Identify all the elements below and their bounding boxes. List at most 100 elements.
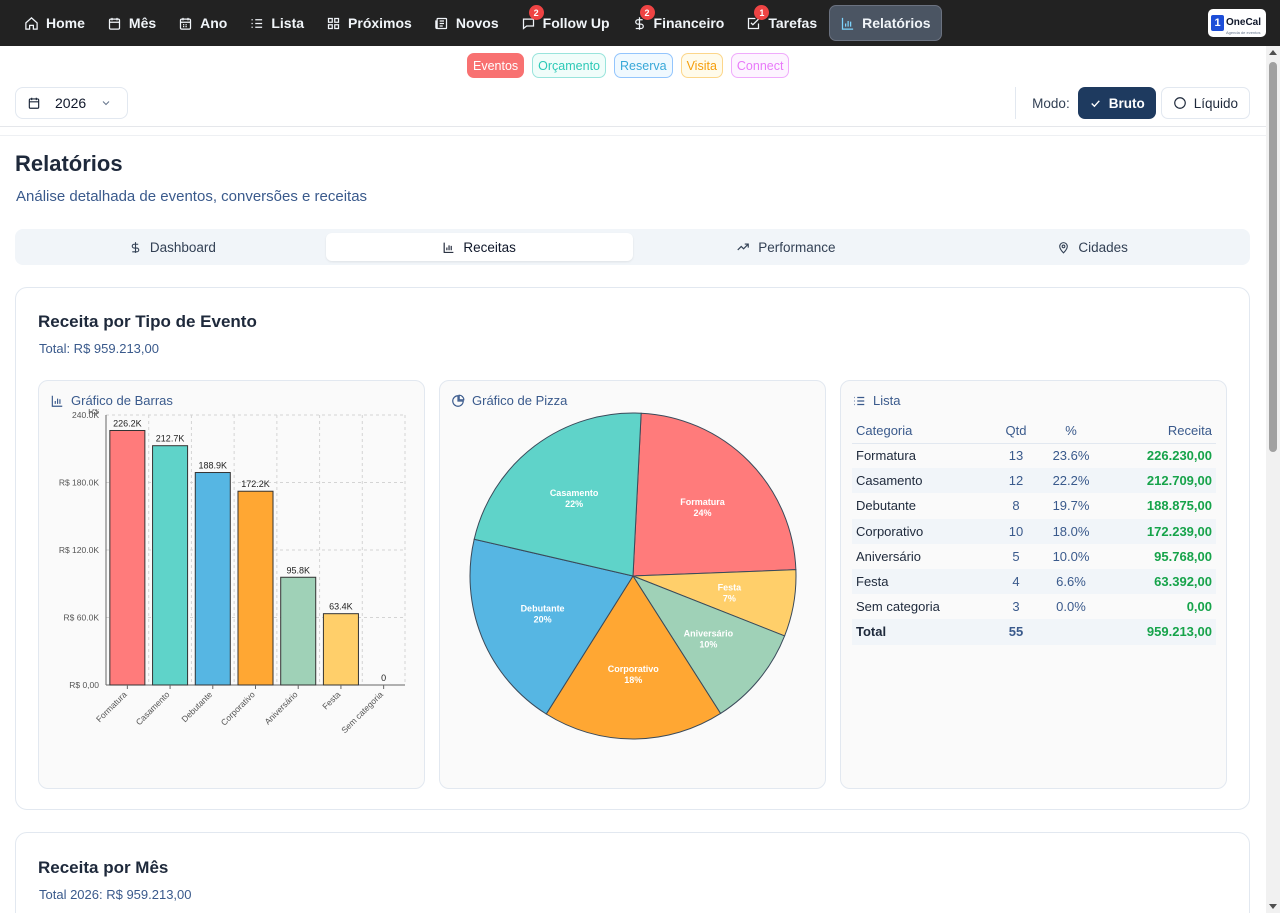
vertical-scrollbar[interactable] bbox=[1266, 46, 1280, 913]
table-total-row: Total 55 959.213,00 bbox=[852, 619, 1216, 645]
column-header: Qtd bbox=[988, 419, 1044, 444]
scroll-thumb[interactable] bbox=[1269, 62, 1277, 452]
column-header: Categoria bbox=[852, 419, 988, 444]
nav-label: Ano bbox=[200, 15, 228, 31]
card-title: Receita por Mês bbox=[38, 858, 169, 877]
pie-slice-label: Debutante bbox=[521, 603, 565, 613]
modo-option-label: Bruto bbox=[1108, 95, 1145, 111]
nav-proximos[interactable]: Próximos bbox=[316, 5, 422, 41]
nav-tarefas[interactable]: 1 Tarefas bbox=[736, 5, 827, 41]
scroll-up-arrow[interactable] bbox=[1269, 50, 1277, 55]
x-tick-label: Festa bbox=[320, 689, 342, 711]
tab-performance[interactable]: Performance bbox=[633, 233, 940, 261]
divider bbox=[0, 126, 1266, 127]
logo-text-block: OneCal Agenda de eventos bbox=[1226, 12, 1261, 35]
nav-novos[interactable]: Novos bbox=[424, 5, 509, 41]
bar bbox=[280, 576, 317, 686]
cell-receita: 63.392,00 bbox=[1098, 568, 1216, 595]
circle-icon bbox=[1173, 97, 1186, 109]
nav-mes[interactable]: Mês bbox=[97, 5, 166, 41]
tab-cidades[interactable]: Cidades bbox=[939, 233, 1246, 261]
notification-badge: 2 bbox=[639, 5, 655, 20]
scroll-down-arrow[interactable] bbox=[1269, 904, 1277, 909]
calendar-icon bbox=[108, 17, 121, 30]
cell-percent: 0.0% bbox=[1056, 599, 1086, 615]
year-select[interactable]: 2026 bbox=[15, 87, 128, 119]
x-tick-label: Debutante bbox=[179, 689, 214, 724]
table-row: Sem categoria 3 0.0% 0,00 bbox=[852, 594, 1216, 619]
nav-ano[interactable]: Ano bbox=[168, 5, 237, 41]
chip-eventos[interactable]: Eventos bbox=[467, 53, 525, 78]
cell-receita: 172.239,00 bbox=[1098, 518, 1216, 544]
pie-slice bbox=[545, 575, 722, 740]
page-title: Relatórios bbox=[15, 151, 123, 176]
nav-label: Tarefas bbox=[768, 15, 818, 31]
cell-percent: 23.6% bbox=[1052, 448, 1090, 464]
cell-qtd: 3 bbox=[1012, 599, 1020, 615]
pie-slice-percent: 18% bbox=[624, 675, 642, 685]
nav-label: Home bbox=[46, 15, 85, 31]
panel-title: Gráfico de Pizza bbox=[472, 393, 568, 408]
bar-value-label: 226.2K bbox=[113, 418, 142, 428]
pie-slice bbox=[469, 538, 634, 715]
revenue-by-month-card: Receita por Mês Total 2026: R$ 959.213,0… bbox=[15, 832, 1250, 913]
nav-label: Follow Up bbox=[542, 15, 610, 31]
chip-reserva[interactable]: Reserva bbox=[614, 53, 673, 78]
table-row: Formatura 13 23.6% 226.230,00 bbox=[852, 443, 1216, 468]
cell-percent: 22.2% bbox=[1044, 468, 1098, 494]
tab-receitas[interactable]: Receitas bbox=[325, 233, 633, 261]
chip-orcamento[interactable]: Orçamento bbox=[532, 53, 607, 78]
x-tick-label: Corporativo bbox=[219, 689, 257, 727]
cell-total-receita: 959.213,00 bbox=[1098, 619, 1216, 645]
tab-dashboard[interactable]: Dashboard bbox=[19, 233, 326, 261]
logo-name: OneCal bbox=[1226, 16, 1262, 28]
modo-bruto-button[interactable]: Bruto bbox=[1077, 87, 1156, 119]
y-tick-prefix: R$ bbox=[88, 409, 99, 416]
modo-toggle: Modo: Bruto Líquido bbox=[1015, 87, 1250, 119]
cell-receita: 188.875,00 bbox=[1146, 498, 1212, 514]
table-row: Corporativo 10 18.0% 172.239,00 bbox=[852, 518, 1216, 544]
status-filter-chips: Eventos Orçamento Reserva Visita Connect bbox=[467, 53, 790, 78]
modo-liquido-button[interactable]: Líquido bbox=[1160, 87, 1250, 119]
logo-mark: 1 bbox=[1211, 15, 1224, 31]
nav-follow-up[interactable]: 2 Follow Up bbox=[511, 5, 620, 41]
y-tick-label: R$ 180.0K bbox=[59, 478, 99, 488]
cell-categoria: Sem categoria bbox=[856, 599, 940, 615]
top-navbar: Home Mês Ano Lista Próximos Novos 2 Foll… bbox=[0, 0, 1280, 46]
cell-categoria: Aniversário bbox=[856, 548, 922, 564]
cell-qtd: 13 bbox=[1008, 448, 1024, 464]
cell-qtd: 4 bbox=[988, 568, 1044, 595]
bar bbox=[109, 429, 146, 686]
onecal-logo[interactable]: 1 OneCal Agenda de eventos bbox=[1208, 9, 1266, 37]
nav-lista[interactable]: Lista bbox=[239, 5, 314, 41]
pie-chart-panel: Gráfico de Pizza Formatura 24% Festa 7% Aniv… bbox=[439, 380, 826, 789]
list-icon bbox=[251, 18, 263, 28]
map-pin-icon bbox=[1059, 241, 1069, 254]
x-tick-label: Casamento bbox=[134, 689, 172, 727]
check-icon bbox=[1090, 99, 1100, 107]
card-title: Receita por Tipo de Evento bbox=[38, 312, 257, 331]
card-total: Total 2026: R$ 959.213,00 bbox=[39, 887, 192, 902]
y-tick-label: R$ 120.0K bbox=[59, 545, 99, 555]
chip-visita[interactable]: Visita bbox=[680, 53, 723, 78]
nav-financeiro[interactable]: 2 Financeiro bbox=[622, 5, 735, 41]
table-row: Debutante 8 19.7% 188.875,00 bbox=[852, 493, 1216, 518]
revenue-table: Categoria Qtd % Receita Formatura 13 23.… bbox=[852, 419, 1216, 645]
nav-home[interactable]: Home bbox=[14, 5, 95, 41]
grid-icon bbox=[327, 17, 340, 29]
nav-label: Mês bbox=[128, 15, 157, 31]
bar bbox=[194, 472, 231, 686]
chip-connect[interactable]: Connect bbox=[730, 53, 790, 78]
notification-badge: 1 bbox=[754, 5, 770, 20]
nav-label: Novos bbox=[455, 15, 499, 31]
cell-categoria: Debutante bbox=[856, 498, 916, 514]
cell-categoria: Casamento bbox=[852, 468, 988, 494]
bar-value-label: 188.9K bbox=[199, 461, 228, 471]
logo-tagline: Agenda de eventos bbox=[1226, 29, 1261, 35]
tab-label: Dashboard bbox=[149, 239, 216, 255]
card-total: Total: R$ 959.213,00 bbox=[39, 341, 159, 356]
nav-relatorios[interactable]: Relatórios bbox=[829, 5, 942, 41]
cell-percent: 10.0% bbox=[1052, 548, 1090, 564]
pie-slice bbox=[473, 412, 642, 577]
cell-receita: 226.230,00 bbox=[1146, 448, 1212, 464]
